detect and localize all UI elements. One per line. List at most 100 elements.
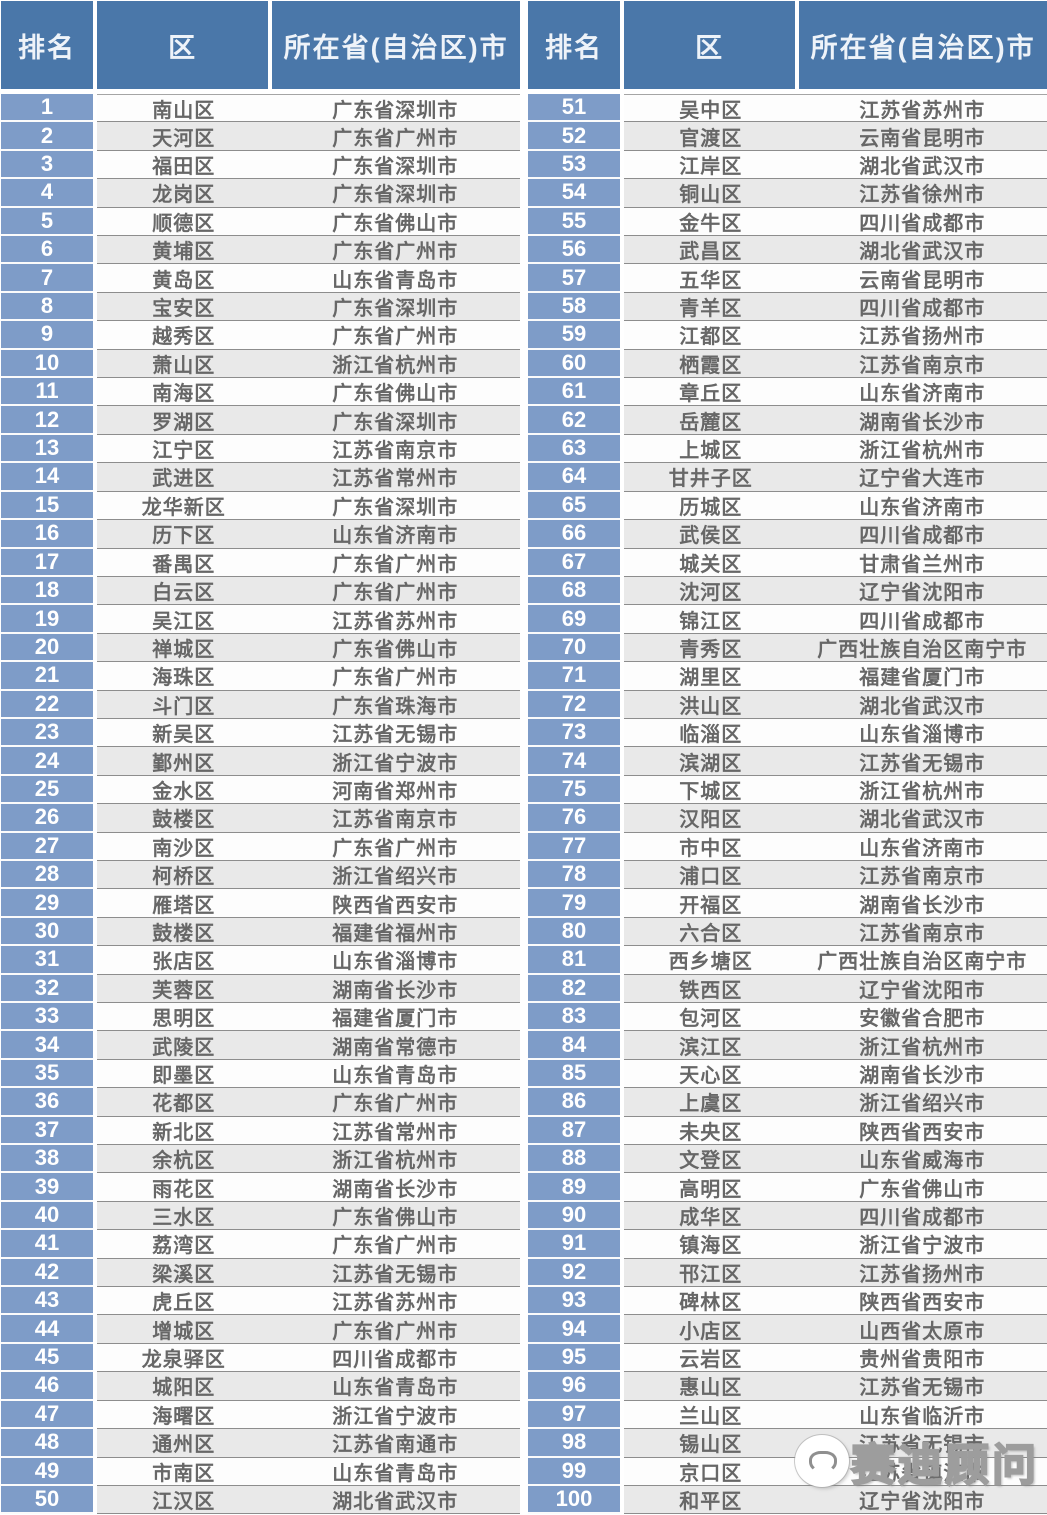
table-row: 57 五华区 云南省昆明市	[528, 264, 1047, 293]
province-cell: 江苏省南通市	[332, 1434, 459, 1457]
district-cell: 吴中区	[679, 99, 743, 122]
row-content: 增城区 广东省广州市	[97, 1315, 520, 1344]
district-cell: 浦口区	[679, 866, 743, 889]
column-header-province: 所在省(自治区)市	[272, 1, 520, 89]
rank-cell: 3	[1, 150, 93, 180]
table-header-left: 排名 区 所在省(自治区)市	[1, 1, 520, 89]
table-row: 50 江汉区 湖北省武汉市	[1, 1485, 520, 1515]
column-header-district: 区	[97, 1, 269, 89]
row-content: 武陵区 湖南省常德市	[97, 1031, 520, 1060]
province-cell: 湖北省武汉市	[859, 156, 986, 179]
rank-cell: 88	[528, 1145, 620, 1174]
table-header-right: 排名 区 所在省(自治区)市	[528, 1, 1047, 89]
rank-cell: 81	[528, 946, 620, 975]
district-cell: 锦江区	[679, 610, 743, 633]
province-cell: 广东省深圳市	[332, 496, 459, 519]
district-cell: 虎丘区	[152, 1292, 216, 1315]
table-row: 54 铜山区 江苏省徐州市	[528, 179, 1047, 208]
table-row: 17 番禺区 广东省广州市	[1, 548, 520, 577]
rank-cell: 76	[528, 804, 620, 833]
district-cell: 新吴区	[152, 724, 216, 747]
district-cell: 萧山区	[152, 354, 216, 377]
row-content: 锦江区 四川省成都市	[624, 605, 1047, 634]
table-row: 27 南沙区 广东省广州市	[1, 832, 520, 861]
province-cell: 江苏省苏州市	[859, 99, 986, 122]
district-cell: 番禺区	[152, 553, 216, 576]
province-cell: 陕西省西安市	[332, 894, 459, 917]
rank-cell: 34	[1, 1031, 93, 1060]
district-cell: 黄埔区	[152, 241, 216, 264]
table-body-left: 1 南山区 广东省深圳市 2 天河区 广东省广州市 3 福田区 广东省深圳市 4…	[1, 94, 520, 1515]
row-content: 京口区 江苏省镇江市	[624, 1457, 1047, 1486]
rank-cell: 98	[528, 1429, 620, 1458]
table-row: 2 天河区 广东省广州市	[1, 122, 520, 151]
rank-cell: 69	[528, 605, 620, 634]
row-content: 青秀区 广西壮族自治区南宁市	[624, 633, 1047, 663]
rank-cell: 94	[528, 1315, 620, 1344]
rank-cell: 2	[1, 122, 93, 151]
province-cell: 湖北省武汉市	[332, 1491, 459, 1514]
row-content: 荔湾区 广东省广州市	[97, 1230, 520, 1259]
district-cell: 临淄区	[679, 724, 743, 747]
table-row: 28 柯桥区 浙江省绍兴市	[1, 860, 520, 890]
row-content: 江岸区 湖北省武汉市	[624, 150, 1047, 180]
province-cell: 福建省厦门市	[859, 667, 986, 690]
rank-cell: 83	[528, 1003, 620, 1032]
rank-cell: 82	[528, 974, 620, 1003]
rank-cell: 29	[1, 889, 93, 918]
row-content: 包河区 安徽省合肥市	[624, 1003, 1047, 1032]
row-content: 滨湖区 江苏省无锡市	[624, 747, 1047, 776]
table-row: 7 黄岛区 山东省青岛市	[1, 264, 520, 293]
rank-cell: 59	[528, 321, 620, 350]
district-cell: 余杭区	[152, 1150, 216, 1173]
row-content: 武昌区 湖北省武汉市	[624, 236, 1047, 265]
row-content: 惠山区 江苏省无锡市	[624, 1372, 1047, 1401]
province-cell: 山东省淄博市	[859, 724, 986, 747]
district-cell: 章丘区	[679, 383, 743, 406]
province-cell: 湖南省长沙市	[859, 894, 986, 917]
district-cell: 斗门区	[152, 695, 216, 718]
district-cell: 武进区	[152, 468, 216, 491]
table-row: 56 武昌区 湖北省武汉市	[528, 236, 1047, 265]
row-content: 罗湖区 广东省深圳市	[97, 406, 520, 435]
table-row: 68 沈河区 辽宁省沈阳市	[528, 576, 1047, 606]
row-content: 鼓楼区 福建省福州市	[97, 917, 520, 947]
province-cell: 四川省成都市	[859, 298, 986, 321]
table-row: 67 城关区 甘肃省兰州市	[528, 548, 1047, 577]
column-header-district: 区	[624, 1, 796, 89]
district-cell: 兰山区	[679, 1405, 743, 1428]
rank-cell: 87	[528, 1116, 620, 1146]
province-cell: 广东省深圳市	[332, 99, 459, 122]
row-content: 萧山区 浙江省杭州市	[97, 349, 520, 379]
table-row: 23 新吴区 江苏省无锡市	[1, 718, 520, 748]
district-cell: 禅城区	[152, 638, 216, 661]
district-cell: 花都区	[152, 1093, 216, 1116]
table-row: 48 通州区 江苏省南通市	[1, 1429, 520, 1458]
table-row: 5 顺德区 广东省佛山市	[1, 207, 520, 237]
row-content: 历下区 山东省济南市	[97, 520, 520, 549]
table-row: 74 滨湖区 江苏省无锡市	[528, 747, 1047, 776]
row-content: 下城区 浙江省杭州市	[624, 775, 1047, 805]
table-row: 82 铁西区 辽宁省沈阳市	[528, 974, 1047, 1003]
rank-cell: 48	[1, 1429, 93, 1458]
table-row: 86 上虞区 浙江省绍兴市	[528, 1088, 1047, 1117]
district-cell: 市南区	[152, 1462, 216, 1485]
rank-cell: 62	[528, 406, 620, 435]
table-row: 52 官渡区 云南省昆明市	[528, 122, 1047, 151]
district-cell: 武陵区	[152, 1036, 216, 1059]
rank-cell: 60	[528, 349, 620, 379]
rank-cell: 67	[528, 548, 620, 577]
province-cell: 湖北省武汉市	[859, 695, 986, 718]
table-row: 45 龙泉驿区 四川省成都市	[1, 1343, 520, 1373]
district-cell: 天心区	[679, 1065, 743, 1088]
table-row: 78 浦口区 江苏省南京市	[528, 860, 1047, 890]
rank-cell: 52	[528, 122, 620, 151]
rank-cell: 25	[1, 775, 93, 805]
district-cell: 南山区	[152, 99, 216, 122]
table-row: 16 历下区 山东省济南市	[1, 520, 520, 549]
row-content: 沈河区 辽宁省沈阳市	[624, 576, 1047, 606]
table-row: 85 天心区 湖南省长沙市	[528, 1059, 1047, 1089]
province-cell: 江苏省常州市	[332, 1121, 459, 1144]
rank-cell: 46	[1, 1372, 93, 1401]
ranking-table-right: 排名 区 所在省(自治区)市 51 吴中区 江苏省苏州市 52 官渡区 云南省昆…	[528, 1, 1047, 1515]
